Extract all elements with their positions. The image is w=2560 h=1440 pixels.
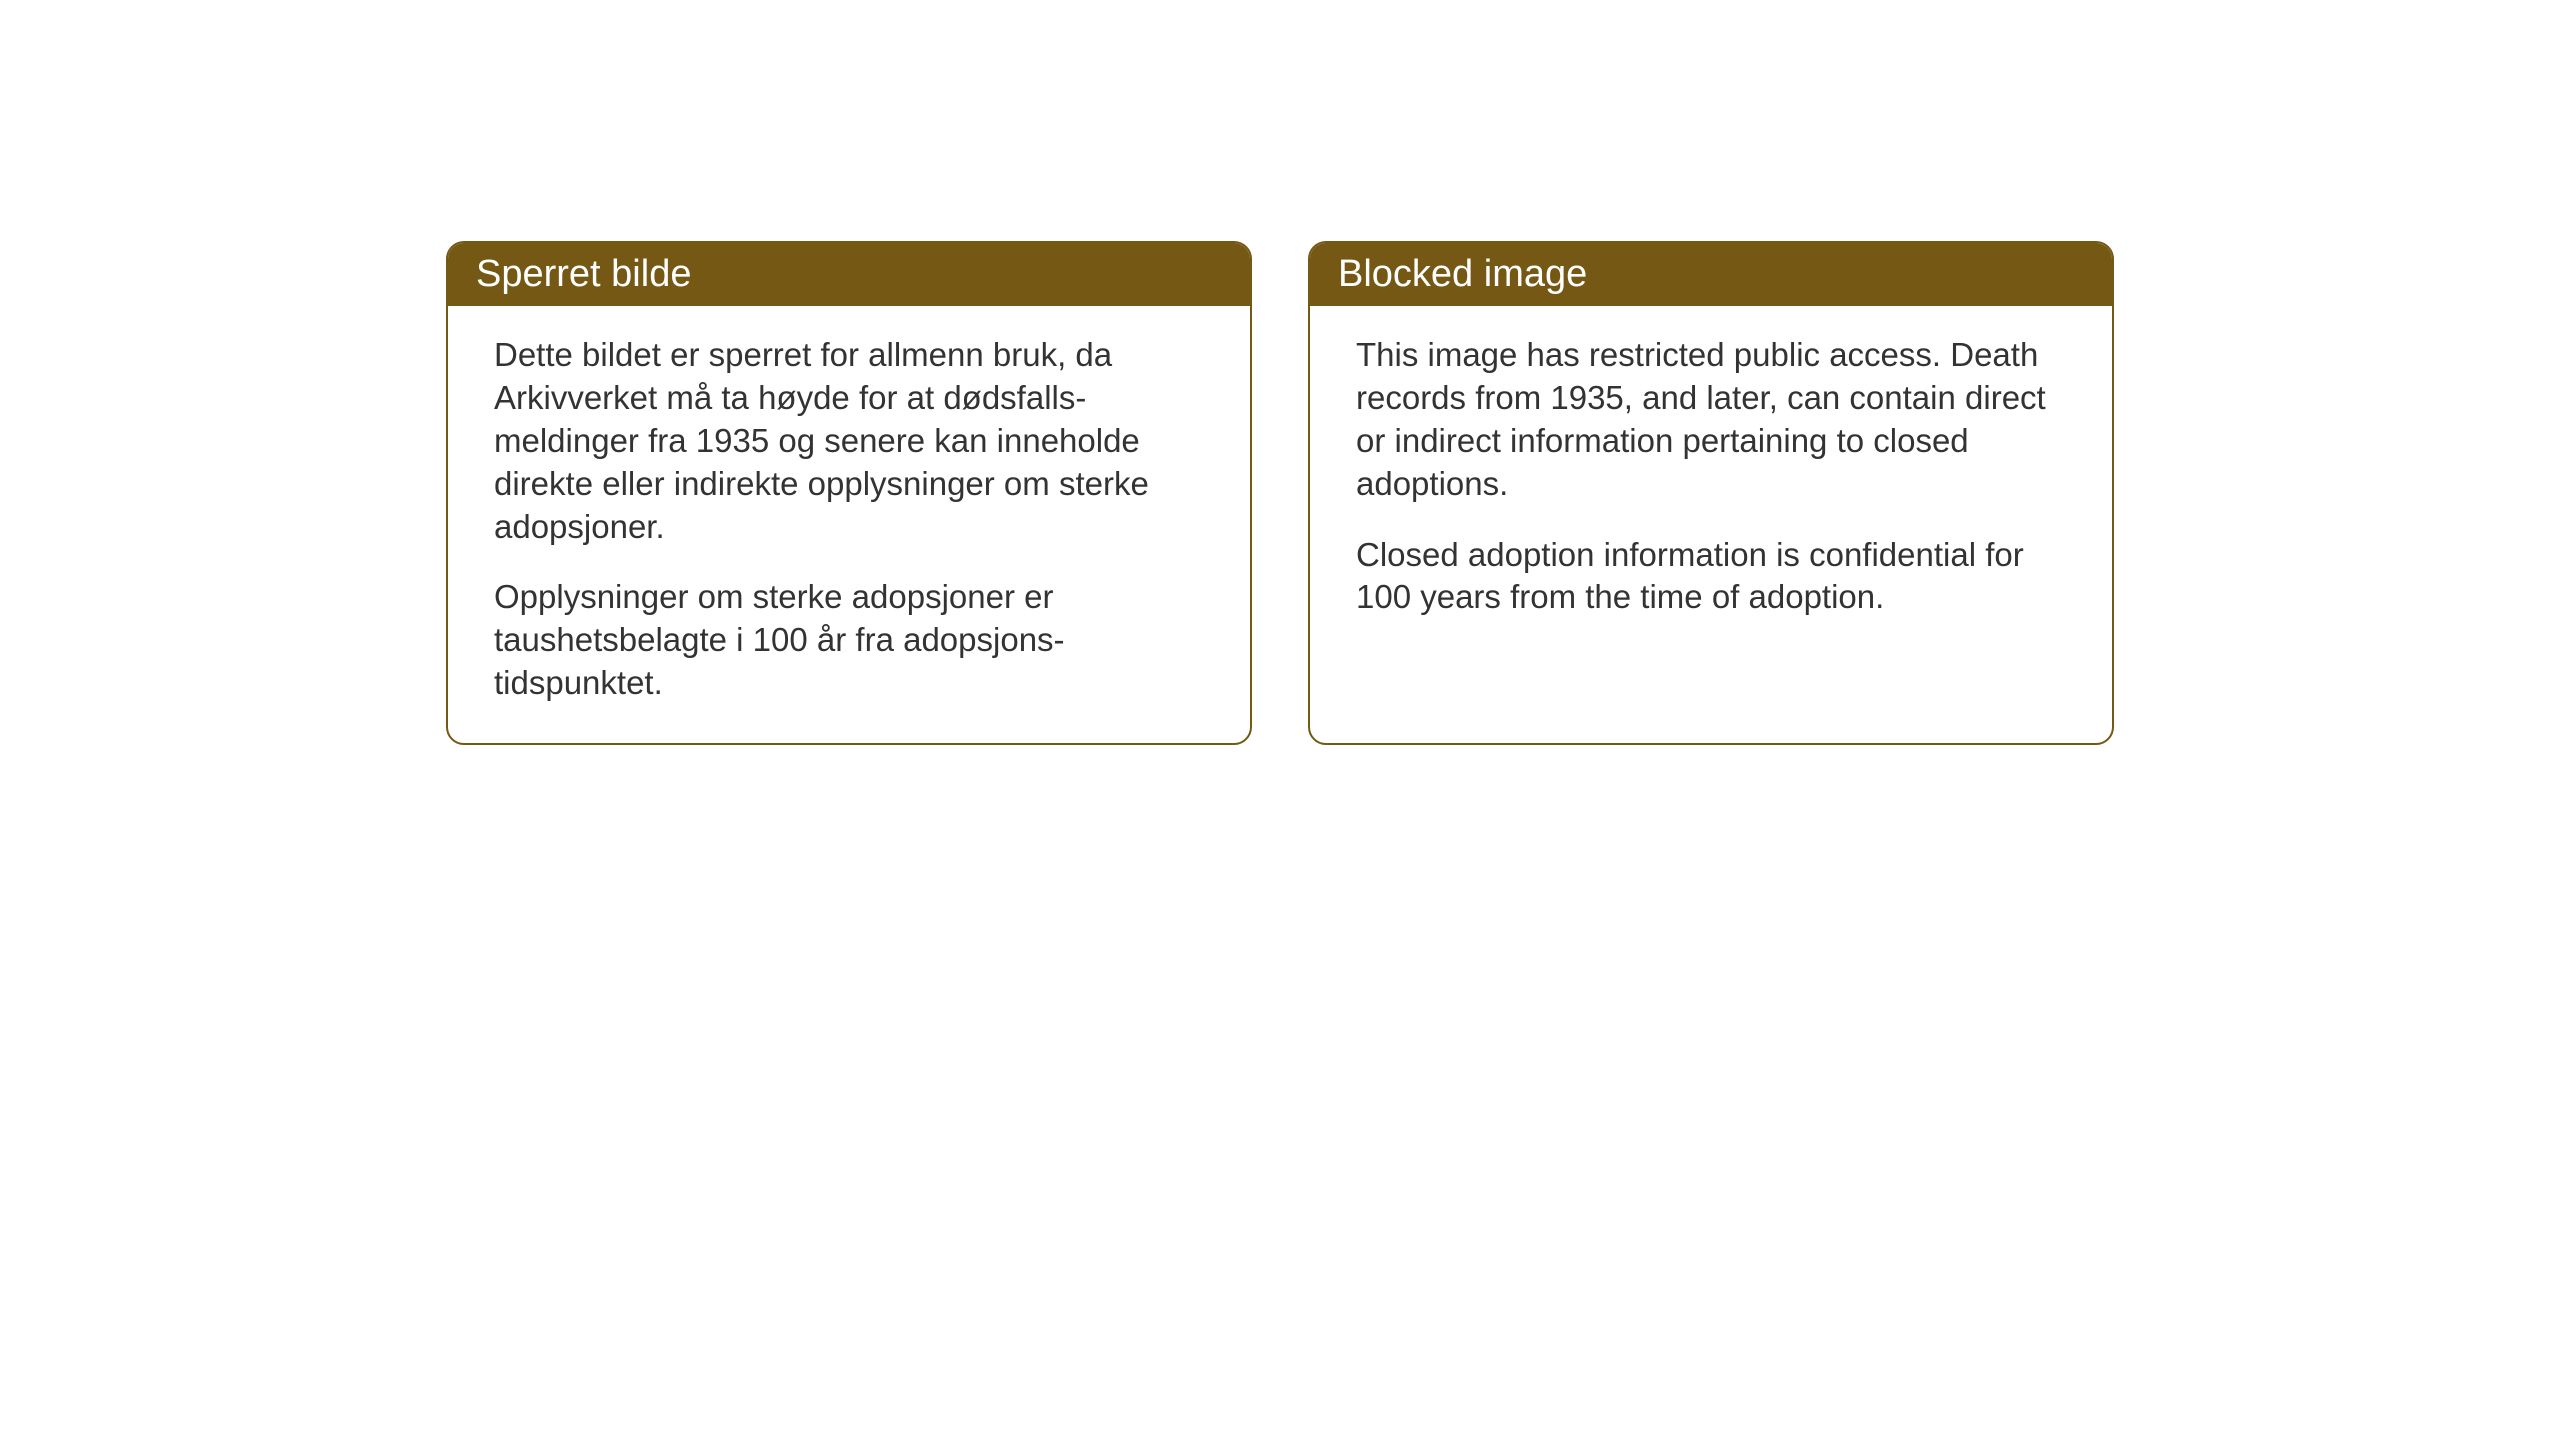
card-title-norwegian: Sperret bilde <box>476 253 691 295</box>
card-header-english: Blocked image <box>1310 243 2112 306</box>
card-paragraph-2-english: Closed adoption information is confident… <box>1356 534 2066 620</box>
card-header-norwegian: Sperret bilde <box>448 243 1250 306</box>
blocked-image-card-english: Blocked image This image has restricted … <box>1308 241 2114 745</box>
card-body-norwegian: Dette bildet er sperret for allmenn bruk… <box>448 306 1250 743</box>
card-paragraph-1-norwegian: Dette bildet er sperret for allmenn bruk… <box>494 334 1204 548</box>
card-paragraph-1-english: This image has restricted public access.… <box>1356 334 2066 506</box>
card-body-english: This image has restricted public access.… <box>1310 306 2112 743</box>
card-title-english: Blocked image <box>1338 253 1587 295</box>
card-paragraph-2-norwegian: Opplysninger om sterke adopsjoner er tau… <box>494 576 1204 705</box>
blocked-image-card-norwegian: Sperret bilde Dette bildet er sperret fo… <box>446 241 1252 745</box>
cards-container: Sperret bilde Dette bildet er sperret fo… <box>446 241 2114 745</box>
